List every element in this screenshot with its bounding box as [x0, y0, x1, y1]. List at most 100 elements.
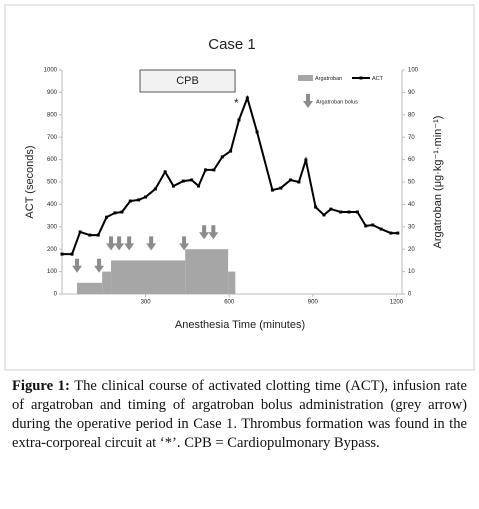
bolus-arrow [208, 225, 219, 240]
act-point [304, 158, 308, 162]
y-tick-label: 300 [47, 224, 58, 230]
act-point [212, 168, 216, 172]
y-tick-label: 900 [47, 90, 58, 96]
act-point [113, 211, 117, 215]
y2-tick-label: 90 [408, 90, 415, 96]
legend-label: Argatroban bolus [316, 99, 358, 105]
act-point [171, 184, 175, 188]
bolus-arrow [114, 236, 125, 251]
bolus-arrow [106, 236, 117, 251]
act-point [120, 210, 124, 214]
bolus-arrow [94, 258, 105, 273]
y2-tick-label: 50 [408, 180, 415, 186]
act-point [190, 178, 194, 182]
y-tick-label: 200 [47, 247, 58, 253]
act-point [314, 205, 318, 209]
y-axis-label: ACT (seconds) [24, 145, 36, 218]
act-point [270, 188, 274, 192]
act-point [96, 233, 100, 237]
y2-tick-label: 70 [408, 135, 415, 141]
act-point [144, 195, 148, 199]
x-tick-label: 900 [308, 300, 319, 306]
chart: Case 1 Anesthesia Time (minutes) ACT (se… [4, 4, 475, 371]
act-point [245, 96, 249, 100]
y2-tick-label: 0 [408, 292, 412, 298]
act-point [339, 210, 343, 214]
y2-tick-label: 30 [408, 224, 415, 230]
act-point [128, 199, 132, 203]
act-point [70, 252, 74, 256]
x-tick-label: 300 [141, 300, 152, 306]
y2-tick-label: 60 [408, 157, 415, 163]
y-tick-label: 500 [47, 180, 58, 186]
act-point [255, 130, 259, 134]
chart-frame [4, 4, 475, 371]
y-tick-label: 700 [47, 135, 58, 141]
act-point [279, 186, 283, 190]
act-point [163, 170, 167, 174]
cpb-box [139, 69, 236, 93]
act-point [297, 180, 301, 184]
caption-text: The clinical course of activated clottin… [12, 378, 467, 451]
annotation: * [234, 96, 239, 110]
act-point [371, 223, 375, 227]
chart-title: Case 1 [208, 36, 256, 53]
argatroban-step [185, 249, 229, 294]
bolus-arrow [146, 236, 157, 251]
act-point [220, 155, 224, 159]
y-tick-label: 800 [47, 112, 58, 118]
legend-swatch [359, 76, 363, 80]
act-point [379, 227, 383, 231]
act-point [389, 231, 393, 235]
y-tick-label: 1000 [44, 68, 58, 74]
caption: Figure 1: The clinical course of activat… [12, 377, 467, 453]
act-point [229, 149, 233, 153]
legend-label: Argatroban [315, 76, 342, 82]
y-tick-label: 100 [47, 269, 58, 275]
act-point [355, 210, 359, 214]
y2-tick-label: 40 [408, 202, 415, 208]
act-point [322, 213, 326, 217]
y2-axis-label: Argatroban (μg·kg⁻¹·min⁻¹) [432, 116, 444, 249]
act-point [60, 252, 64, 256]
act-line [62, 94, 398, 256]
y-tick-label: 400 [47, 202, 58, 208]
legend-swatch [298, 75, 313, 81]
act-point [347, 210, 351, 214]
y-tick-label: 600 [47, 157, 58, 163]
argatroban-step [77, 282, 103, 294]
act-point [396, 231, 400, 235]
bolus-arrow [179, 236, 190, 251]
caption-label: Figure 1: [12, 378, 70, 394]
y-tick-label: 0 [54, 292, 58, 298]
x-axis-label: Anesthesia Time (minutes) [175, 319, 305, 331]
legend-swatch [303, 94, 313, 108]
cpb-label: CPB [176, 75, 199, 87]
act-point [181, 179, 185, 183]
argatroban-step [102, 271, 112, 294]
x-tick-label: 600 [224, 300, 235, 306]
act-point [105, 215, 109, 219]
act-point [78, 230, 82, 234]
bolus-arrow [199, 225, 210, 240]
y2-tick-label: 100 [408, 68, 419, 74]
act-point [364, 224, 368, 228]
act-point [329, 207, 333, 211]
act-point [197, 184, 201, 188]
y2-tick-label: 80 [408, 112, 415, 118]
y2-tick-label: 10 [408, 269, 415, 275]
bolus-arrow [72, 258, 83, 273]
y2-tick-label: 20 [408, 247, 415, 253]
act-point [289, 178, 293, 182]
bolus-arrow [124, 236, 135, 251]
argatroban-step [228, 271, 236, 294]
legend-label: ACT [372, 76, 384, 82]
x-tick-label: 1200 [390, 300, 404, 306]
act-point [204, 168, 208, 172]
act-point [88, 233, 92, 237]
act-point [153, 187, 157, 191]
act-point [237, 118, 241, 122]
act-point [137, 198, 141, 202]
argatroban-step [111, 260, 186, 294]
